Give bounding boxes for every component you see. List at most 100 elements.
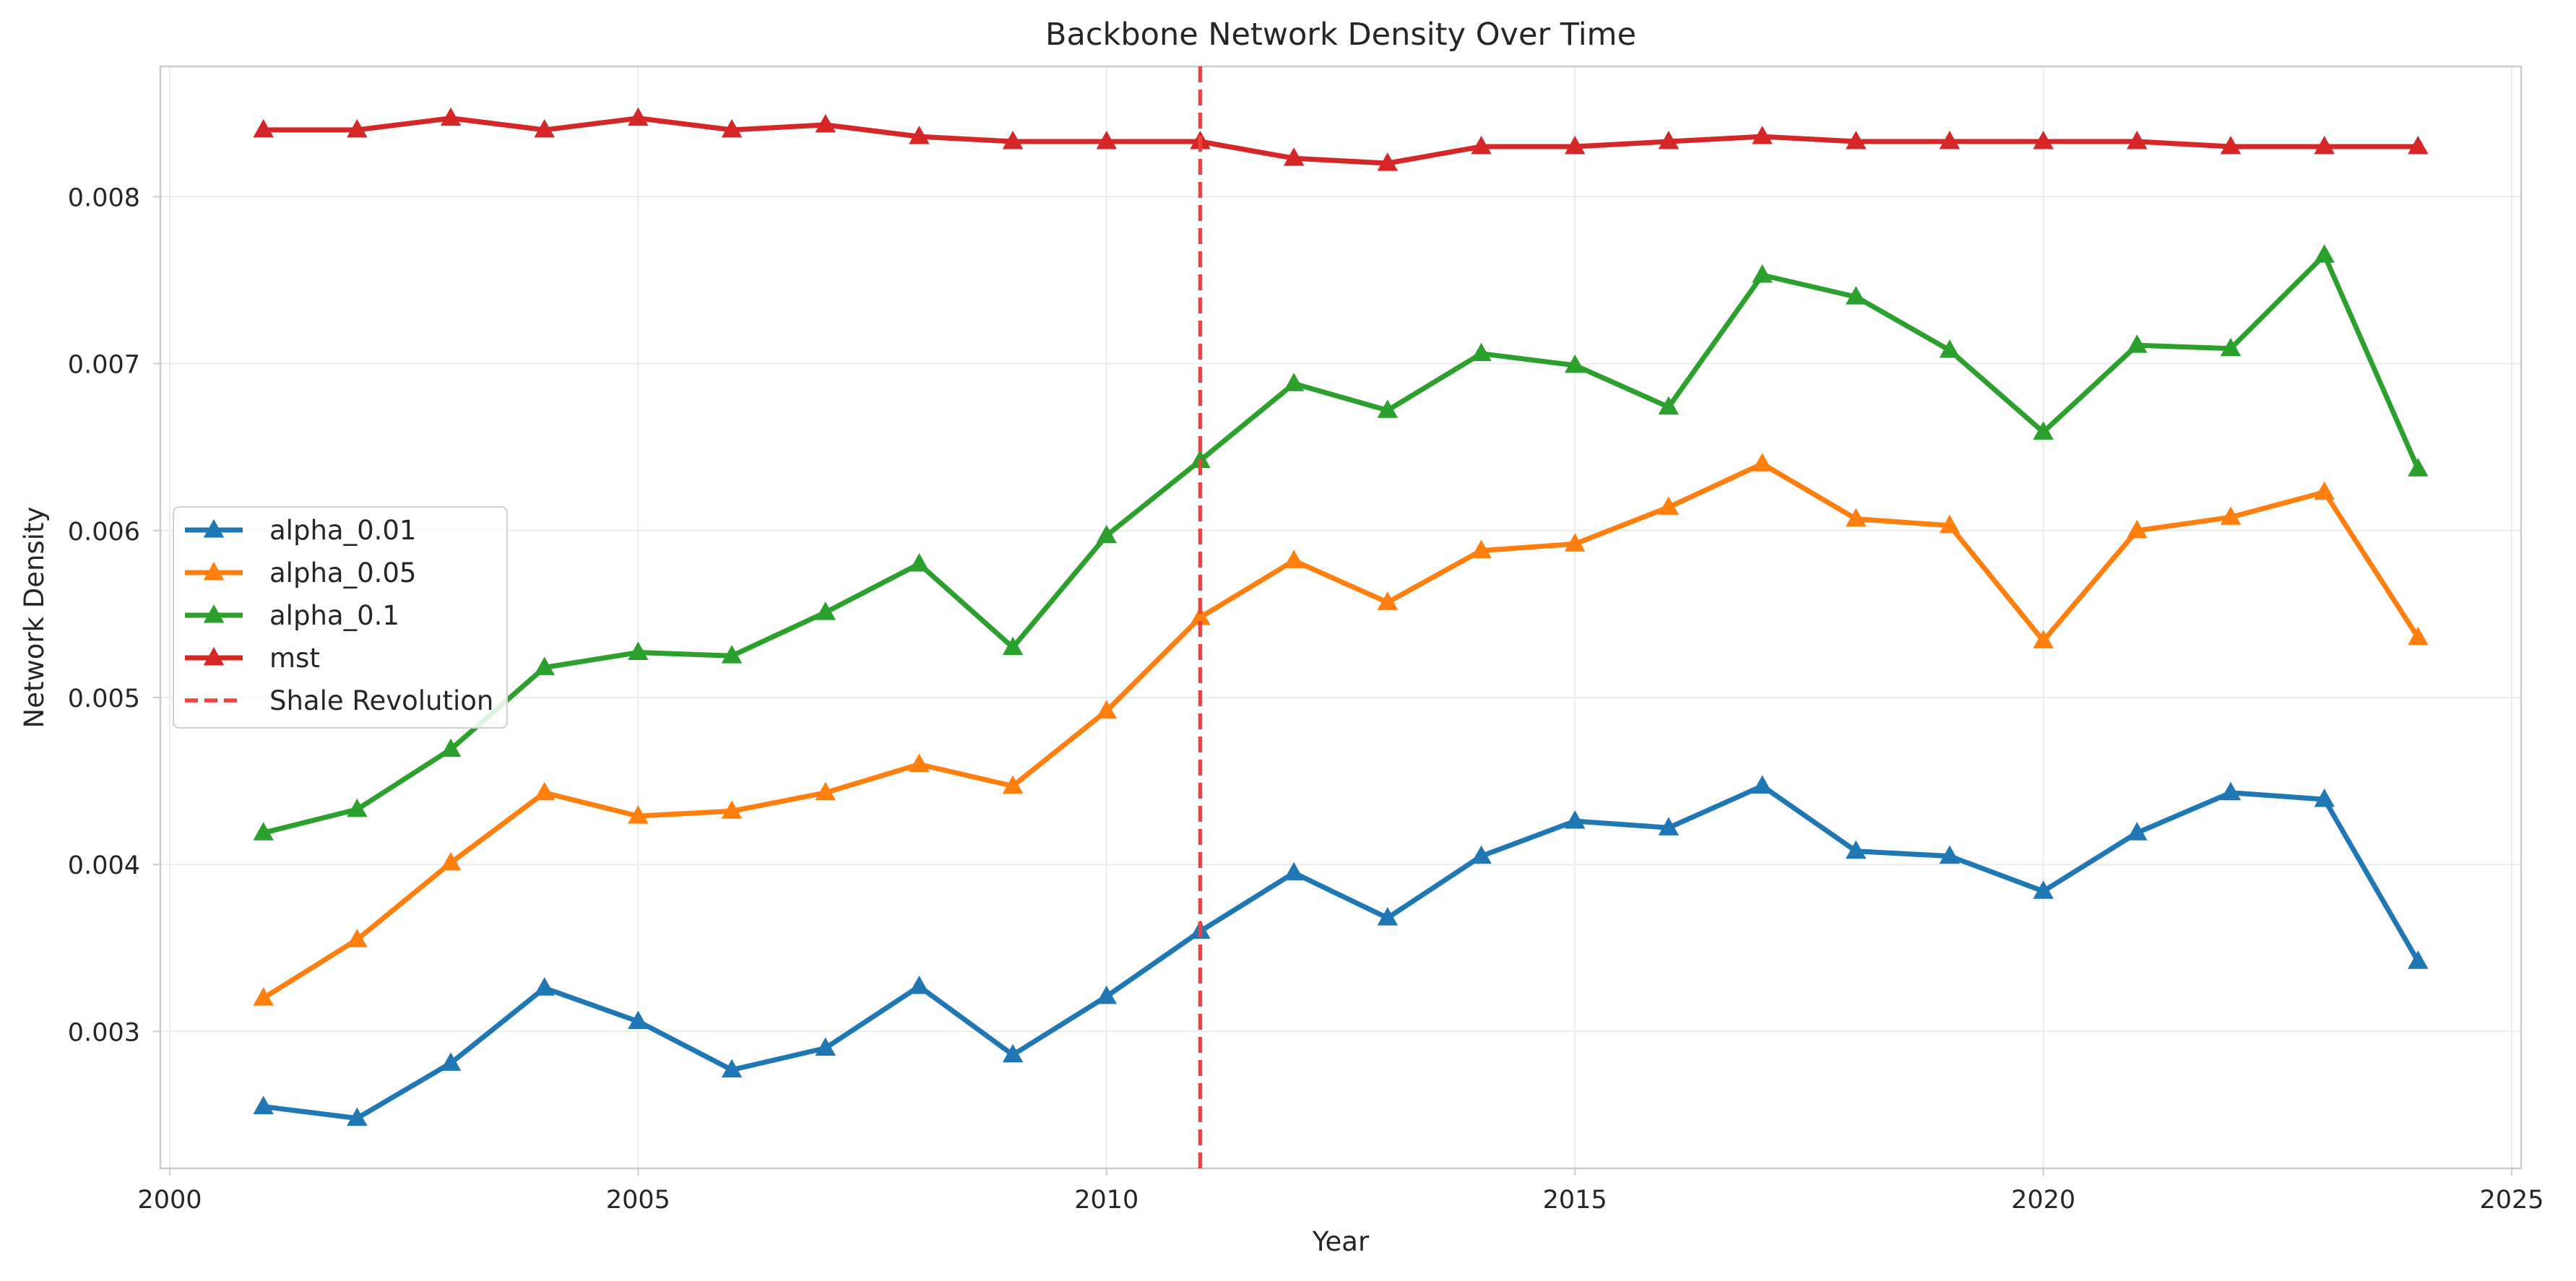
legend-item: mst <box>185 643 320 674</box>
data-point-marker <box>440 107 462 126</box>
x-tick-label: 2015 <box>1543 1186 1607 1215</box>
data-point-marker <box>1283 550 1305 568</box>
data-point-marker <box>2408 135 2429 155</box>
data-point-marker <box>1377 591 1399 610</box>
x-tick-label: 2010 <box>1074 1186 1138 1215</box>
x-tick-label: 2000 <box>137 1186 202 1215</box>
data-point-marker <box>253 118 274 138</box>
x-tick-label: 2005 <box>606 1186 670 1215</box>
data-point-marker <box>2127 822 2148 841</box>
legend-label: Shale Revolution <box>269 685 493 716</box>
data-point-marker <box>628 107 649 126</box>
plot-frame <box>159 65 2523 1170</box>
data-point-marker <box>909 753 930 772</box>
y-axis-label: Network Density <box>19 507 50 729</box>
data-point-marker <box>253 1095 274 1114</box>
data-point-marker <box>628 1010 649 1030</box>
y-tick-label: 0.005 <box>68 685 140 713</box>
legend-marker <box>203 562 225 581</box>
legend-item: alpha_0.01 <box>185 515 416 546</box>
data-point-marker <box>1096 985 1118 1004</box>
data-point-marker <box>628 805 649 824</box>
series-line <box>261 461 2421 1001</box>
data-point-marker <box>1564 533 1586 552</box>
data-point-marker <box>2408 950 2429 969</box>
y-tick-label: 0.003 <box>68 1018 140 1047</box>
y-tick-label: 0.006 <box>68 518 140 547</box>
data-point-marker <box>1283 147 1305 166</box>
data-point-marker <box>347 1107 368 1126</box>
data-point-marker <box>2033 421 2054 440</box>
data-point-marker <box>721 1059 743 1078</box>
data-point-marker <box>2408 626 2429 646</box>
grid <box>160 66 2521 1168</box>
data-point-marker <box>1658 817 1680 835</box>
data-point-marker <box>253 822 274 841</box>
data-point-marker <box>347 929 368 947</box>
data-point-marker <box>1190 607 1211 625</box>
data-point-marker <box>2127 334 2148 353</box>
data-point-marker <box>815 1037 836 1056</box>
data-point-marker <box>1658 396 1680 415</box>
data-point-marker <box>2408 458 2429 477</box>
data-point-marker <box>2127 519 2148 539</box>
data-point-marker <box>1752 775 1773 794</box>
data-point-marker <box>1190 449 1211 469</box>
data-point-marker <box>1564 810 1586 829</box>
series-alpha-0-05 <box>253 453 2429 1006</box>
chart-title: Backbone Network Density Over Time <box>1045 17 1636 53</box>
data-point-marker <box>347 798 368 817</box>
data-point-marker <box>1283 373 1305 391</box>
data-point-marker <box>2033 880 2054 899</box>
legend-marker <box>203 647 225 666</box>
series-line <box>261 116 2421 166</box>
data-point-marker <box>1939 514 1961 534</box>
data-point-marker <box>1564 135 1586 155</box>
data-point-marker <box>1752 453 1773 472</box>
data-point-marker <box>2220 781 2242 801</box>
data-point-marker <box>1002 636 1024 656</box>
data-point-marker <box>1002 131 1024 149</box>
y-tick-label: 0.008 <box>68 183 140 212</box>
data-point-marker <box>1471 342 1492 362</box>
data-point-marker <box>1846 286 1867 305</box>
data-point-marker <box>1471 539 1492 559</box>
data-point-marker <box>440 738 462 757</box>
data-point-marker <box>534 781 555 801</box>
data-point-marker <box>1939 339 1961 358</box>
data-point-marker <box>2314 244 2335 263</box>
legend-box <box>173 506 508 729</box>
legend-label: alpha_0.01 <box>269 515 416 546</box>
data-point-marker <box>1096 524 1118 544</box>
data-point-marker <box>909 975 930 994</box>
data-point-marker <box>1939 845 1961 864</box>
data-point-marker <box>2220 506 2242 525</box>
series-alpha-0-1 <box>253 244 2429 841</box>
legend-item: Shale Revolution <box>185 685 493 716</box>
data-point-marker <box>253 987 274 1006</box>
data-point-marker <box>1283 861 1305 881</box>
data-point-marker <box>1096 131 1118 149</box>
data-point-marker <box>815 781 836 801</box>
series-lines <box>253 107 2429 1126</box>
data-point-marker <box>1377 399 1399 418</box>
data-point-marker <box>2033 131 2054 149</box>
data-point-marker <box>1658 131 1680 149</box>
series-alpha-0-01 <box>253 775 2429 1126</box>
data-point-marker <box>2220 135 2242 155</box>
data-point-marker <box>909 126 930 144</box>
legend-marker <box>203 604 225 623</box>
data-point-marker <box>815 602 836 620</box>
x-tick-label: 2020 <box>2011 1186 2075 1215</box>
data-point-marker <box>440 1052 462 1071</box>
data-point-marker <box>1752 264 1773 283</box>
legend-label: alpha_0.05 <box>269 557 416 589</box>
axis-ticks: 2000 2005 2010 2015 2020 2025 0.003 0.004 0.005 0… <box>68 183 2544 1215</box>
legend-item: alpha_0.05 <box>185 557 416 589</box>
data-point-marker <box>2127 131 2148 149</box>
data-point-marker <box>1002 775 1024 794</box>
data-point-marker <box>1002 1043 1024 1063</box>
